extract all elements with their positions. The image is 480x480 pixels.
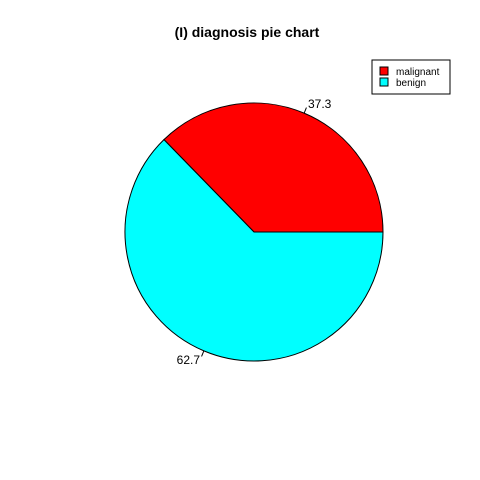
- legend-box: [371, 59, 451, 95]
- pie-slices: [124, 102, 384, 362]
- legend-label-benign: benign: [396, 78, 426, 89]
- leader-line-malignant: [303, 107, 307, 114]
- legend-label-malignant: malignant: [396, 67, 440, 78]
- legend-swatch-benign: [379, 77, 389, 87]
- leader-line-benign: [201, 350, 205, 357]
- slice-labels: 37.3 62.7: [177, 97, 332, 367]
- pie-slice-malignant: [163, 102, 384, 233]
- slice-label-benign: 62.7: [177, 353, 201, 367]
- chart-title: (I) diagnosis pie chart: [175, 24, 320, 40]
- legend-swatch-malignant: [379, 66, 389, 76]
- slice-label-malignant: 37.3: [308, 97, 332, 111]
